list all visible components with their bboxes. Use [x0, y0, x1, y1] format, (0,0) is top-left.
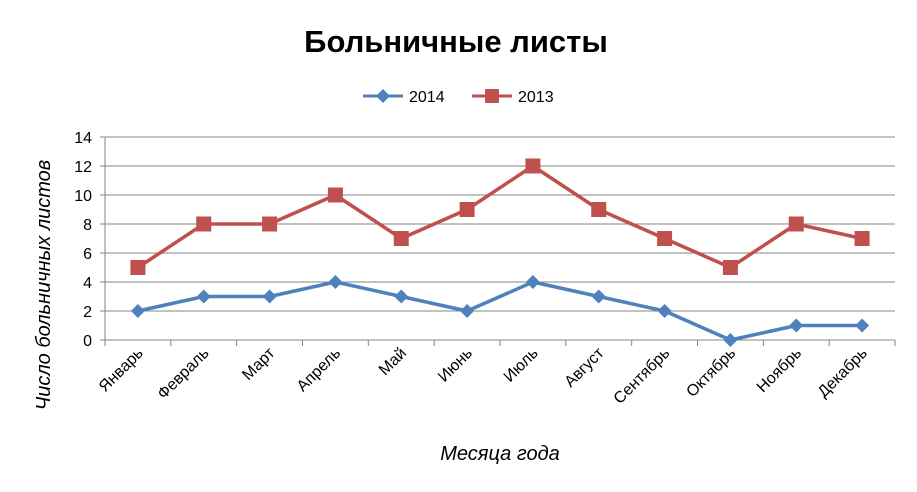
series-2014 — [130, 275, 870, 347]
data-point-2013 — [393, 231, 409, 246]
data-point-2014 — [130, 304, 145, 318]
data-point-2014 — [394, 289, 409, 304]
legend: 2014 2013 — [363, 89, 554, 106]
x-tick-label: Октябрь — [683, 345, 739, 401]
data-point-2014 — [723, 333, 738, 347]
data-point-2013 — [196, 216, 212, 232]
data-point-2014 — [789, 318, 804, 333]
data-point-2014 — [328, 275, 343, 289]
y-axis-title: Число больничных листов — [33, 160, 55, 410]
legend-item-2013: 2013 — [472, 89, 554, 106]
x-tick-label: Июль — [501, 345, 542, 386]
data-point-2014 — [262, 289, 277, 304]
data-point-2013 — [722, 260, 738, 275]
data-point-2014 — [591, 289, 606, 304]
data-point-2013 — [788, 216, 804, 232]
data-point-2014 — [855, 318, 870, 333]
y-tick-label: 14 — [74, 130, 92, 147]
legend-marker-2014 — [376, 89, 390, 103]
y-tick-label: 10 — [74, 188, 92, 205]
y-tick-label: 8 — [83, 217, 92, 234]
legend-item-2014: 2014 — [363, 89, 445, 106]
series-2013 — [130, 158, 870, 275]
y-tick-label: 0 — [83, 333, 92, 350]
data-point-2013 — [459, 202, 475, 217]
series-line-2014 — [137, 280, 863, 342]
data-point-2013 — [262, 216, 278, 232]
data-point-2014 — [196, 289, 211, 304]
x-axis-title: Месяца года — [440, 443, 560, 465]
x-tick-label: Декабрь — [815, 345, 871, 401]
x-tick-label: Сентябрь — [611, 345, 674, 408]
data-point-2013 — [130, 260, 146, 275]
x-axis-ticks: Январь Февраль Март Апрель Май Июнь Июль Август… — [96, 340, 896, 408]
y-tick-label: 4 — [83, 275, 92, 292]
legend-label-2013: 2013 — [518, 89, 554, 106]
y-tick-label: 2 — [83, 304, 92, 321]
x-tick-label: Июнь — [435, 345, 476, 386]
legend-label-2014: 2014 — [409, 89, 445, 106]
y-tick-label: 6 — [83, 246, 92, 263]
x-tick-label: Январь — [96, 345, 147, 396]
x-tick-label: Апрель — [294, 345, 344, 395]
chart-title: Больничные листы — [304, 24, 608, 59]
y-tick-label: 12 — [74, 159, 92, 176]
data-point-2014 — [525, 275, 540, 289]
data-point-2014 — [657, 304, 672, 318]
data-point-2013 — [657, 231, 673, 246]
y-axis-ticks: 0 2 4 6 8 10 12 14 — [74, 130, 92, 350]
series-layer — [130, 158, 870, 347]
data-point-2013 — [591, 202, 607, 217]
x-tick-label: Март — [239, 344, 279, 384]
data-point-2013 — [525, 158, 541, 174]
x-tick-label: Май — [376, 345, 410, 379]
data-point-2013 — [327, 187, 343, 203]
data-point-2014 — [460, 304, 475, 318]
x-tick-label: Август — [562, 344, 609, 391]
x-tick-label: Февраль — [155, 345, 213, 403]
data-point-2013 — [854, 231, 870, 246]
legend-marker-2013 — [485, 89, 499, 103]
x-tick-label: Ноябрь — [754, 345, 805, 396]
series-line-2013 — [136, 164, 863, 270]
